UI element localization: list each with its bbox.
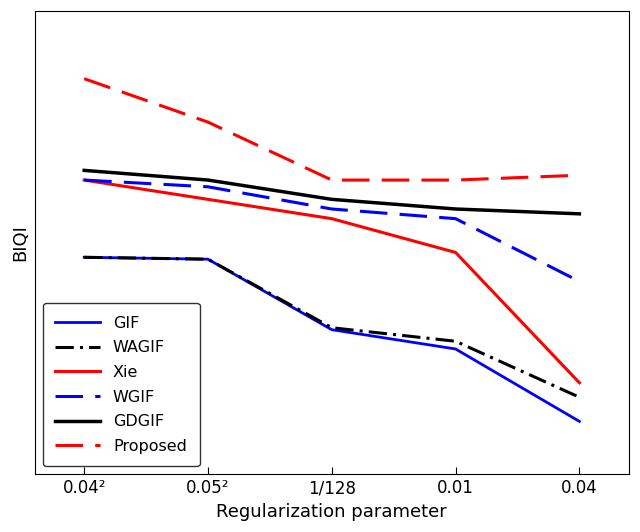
Xie [575, 379, 583, 386]
Proposed [575, 172, 583, 178]
Proposed [81, 76, 88, 82]
Legend: GIF, WAGIF, Xie, WGIF, GDGIF, Proposed: GIF, WAGIF, Xie, WGIF, GDGIF, Proposed [43, 303, 200, 467]
X-axis label: Regularization parameter: Regularization parameter [216, 503, 447, 521]
GDGIF [452, 206, 460, 212]
WAGIF [81, 254, 88, 261]
Xie [204, 196, 212, 203]
GIF [81, 254, 88, 261]
WAGIF [452, 338, 460, 344]
Proposed [204, 119, 212, 126]
Line: GDGIF: GDGIF [84, 170, 579, 214]
GDGIF [204, 177, 212, 183]
WAGIF [204, 256, 212, 262]
Line: GIF: GIF [84, 257, 579, 421]
GDGIF [328, 196, 335, 203]
WAGIF [575, 394, 583, 401]
Line: Proposed: Proposed [84, 79, 579, 180]
Proposed [328, 177, 335, 183]
Xie [328, 215, 335, 222]
WGIF [328, 206, 335, 212]
GDGIF [81, 167, 88, 173]
WGIF [452, 215, 460, 222]
GIF [575, 418, 583, 425]
GIF [452, 346, 460, 352]
Proposed [452, 177, 460, 183]
WGIF [81, 177, 88, 183]
Line: Xie: Xie [84, 180, 579, 383]
Line: WAGIF: WAGIF [84, 257, 579, 397]
Y-axis label: BIQI: BIQI [11, 225, 29, 261]
Line: WGIF: WGIF [84, 180, 579, 281]
WGIF [204, 184, 212, 190]
WGIF [575, 278, 583, 285]
GIF [328, 327, 335, 333]
GIF [204, 256, 212, 262]
Xie [81, 177, 88, 183]
WAGIF [328, 325, 335, 331]
Xie [452, 250, 460, 256]
GDGIF [575, 211, 583, 217]
